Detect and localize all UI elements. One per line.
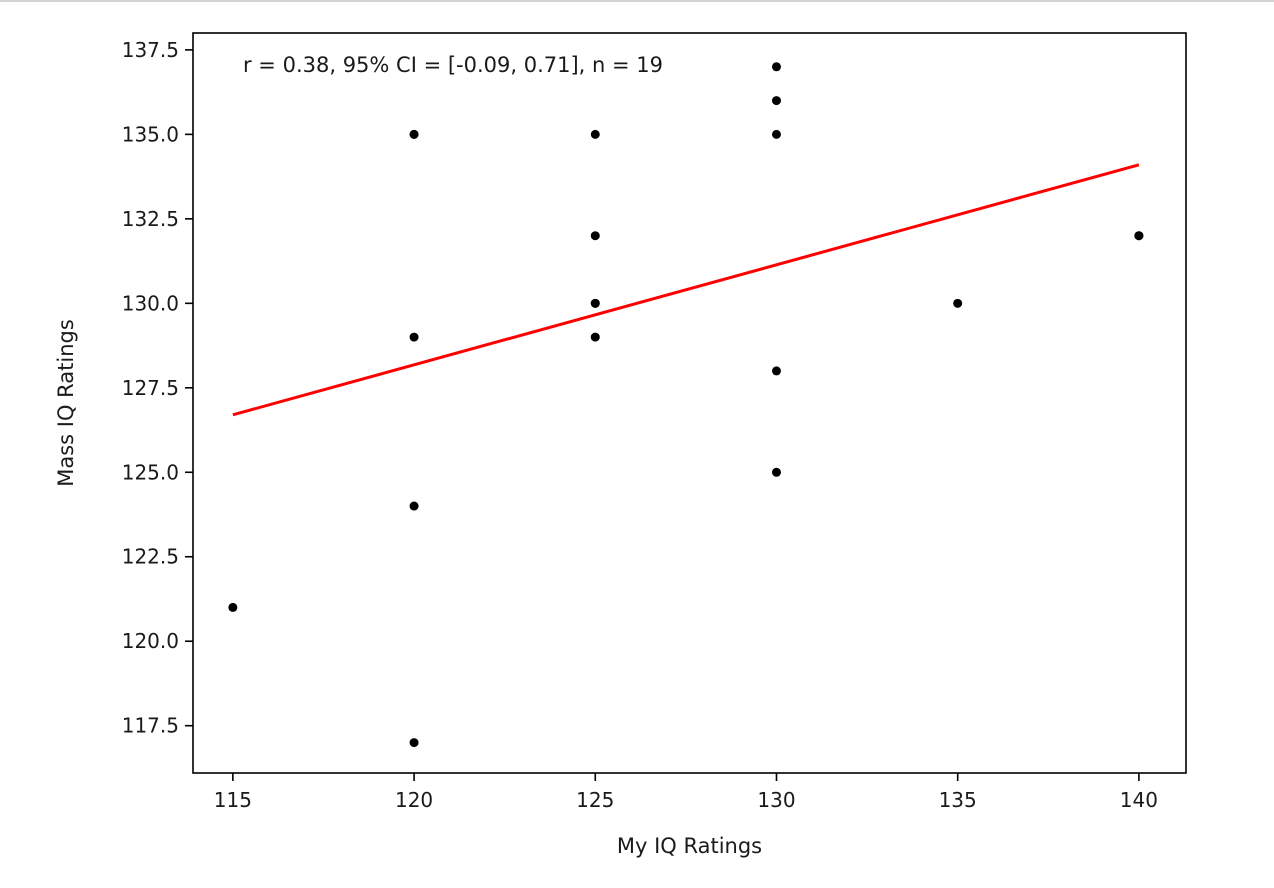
x-tick-label: 120 — [395, 788, 433, 812]
y-tick-label: 135.0 — [122, 122, 179, 146]
y-tick-label: 117.5 — [122, 714, 179, 738]
top-border — [0, 0, 1274, 2]
y-axis-ticks: 117.5 120.0 122.5 125.0 127.5 130.0 132.5 135.0… — [122, 38, 193, 738]
data-point — [590, 332, 600, 342]
regression-line-layer — [232, 163, 1140, 417]
data-point — [953, 298, 963, 308]
y-tick-label: 137.5 — [122, 38, 179, 62]
y-tick-label: 127.5 — [122, 376, 179, 400]
regression-line — [232, 163, 1140, 417]
x-tick-label: 130 — [757, 788, 795, 812]
x-axis-ticks: 115 120 125 130 135 140 — [214, 773, 1158, 812]
data-point — [590, 298, 600, 308]
data-point — [409, 129, 419, 139]
data-point — [771, 96, 781, 106]
data-point — [771, 467, 781, 477]
plot-frame — [192, 32, 1187, 774]
data-point — [590, 129, 600, 139]
y-tick-label: 130.0 — [122, 291, 179, 315]
data-point — [409, 501, 419, 511]
x-tick-label: 140 — [1120, 788, 1158, 812]
y-axis-label: Mass IQ Ratings — [54, 319, 78, 487]
y-tick-label: 120.0 — [122, 629, 179, 653]
data-point — [409, 738, 419, 748]
data-point — [771, 129, 781, 139]
x-axis-label: My IQ Ratings — [617, 834, 762, 858]
data-point — [771, 366, 781, 376]
data-point — [1134, 231, 1144, 241]
x-tick-label: 115 — [214, 788, 252, 812]
correlation-annotation: r = 0.38, 95% CI = [-0.09, 0.71], n = 19 — [243, 53, 663, 77]
x-tick-label: 125 — [576, 788, 614, 812]
y-tick-label: 122.5 — [122, 545, 179, 569]
data-points-layer — [228, 62, 1144, 748]
y-tick-label: 132.5 — [122, 207, 179, 231]
data-point — [771, 62, 781, 72]
data-point — [590, 231, 600, 241]
data-point — [409, 332, 419, 342]
x-tick-label: 135 — [939, 788, 977, 812]
data-point — [228, 602, 238, 612]
y-tick-label: 125.0 — [122, 460, 179, 484]
